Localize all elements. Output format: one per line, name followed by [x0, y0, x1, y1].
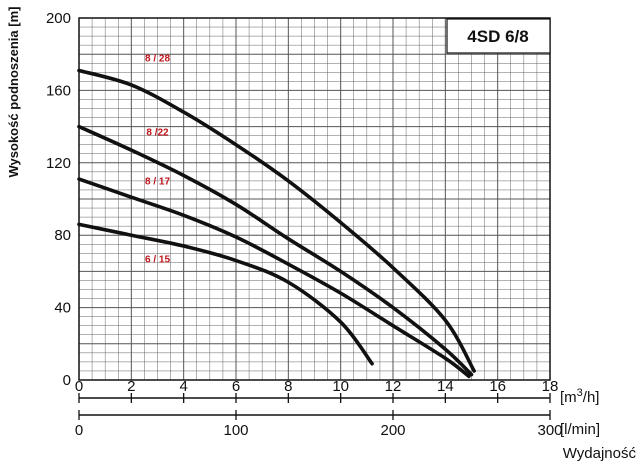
series-label: 8 / 17	[145, 177, 170, 188]
x-axis-m3h: 0 2 4 6 8 10 12 14 16 18	[75, 378, 559, 403]
y-axis-title: Wysokość podnoszenia [m]	[6, 7, 21, 178]
x-axis-lmin: 0 100 200 300	[75, 410, 563, 439]
y-tick-label: 0	[63, 372, 71, 389]
y-tick-label: 120	[46, 155, 71, 172]
x-tick-label: 14	[437, 378, 454, 395]
x-tick-label: 4	[179, 378, 187, 395]
y-tick-label: 40	[54, 300, 71, 317]
x2-axis-unit: [l/min]	[560, 421, 600, 438]
chart-title: 4SD 6/8	[467, 27, 528, 46]
pump-curve	[77, 68, 476, 373]
x-tick-label: 8	[284, 378, 292, 395]
series-label: 6 / 15	[145, 254, 170, 265]
pump-curves	[77, 68, 476, 379]
y-tick-label: 200	[46, 10, 71, 27]
title-box	[446, 18, 551, 54]
y-tick-label: 160	[46, 82, 71, 99]
x2-tick-label: 200	[380, 422, 405, 439]
x-tick-label: 6	[232, 378, 240, 395]
x2-tick-label: 0	[75, 422, 83, 439]
x-axis-title: Wydajność	[563, 445, 637, 462]
x-tick-label: 2	[127, 378, 135, 395]
x-axis-unit: [m3/h]	[560, 387, 599, 406]
pump-curve	[77, 222, 374, 366]
y-axis-tick-labels: 0 40 80 120 160 200	[46, 10, 71, 389]
x2-tick-label: 100	[223, 422, 248, 439]
x-tick-label: 16	[489, 378, 506, 395]
series-label: 8 /22	[146, 128, 169, 139]
x2-tick-label: 300	[537, 422, 562, 439]
x-tick-label: 12	[385, 378, 402, 395]
x-tick-label: 10	[332, 378, 349, 395]
plot-frame	[78, 17, 551, 381]
pump-curve	[77, 124, 474, 377]
series-label: 8 / 28	[145, 53, 170, 64]
curve-labels: 8 / 28 8 /22 8 / 17 6 / 15	[145, 53, 170, 265]
pump-curve	[77, 177, 471, 379]
y-tick-label: 80	[54, 227, 71, 244]
x-tick-label: 0	[75, 378, 83, 395]
x-tick-label: 18	[542, 378, 559, 395]
